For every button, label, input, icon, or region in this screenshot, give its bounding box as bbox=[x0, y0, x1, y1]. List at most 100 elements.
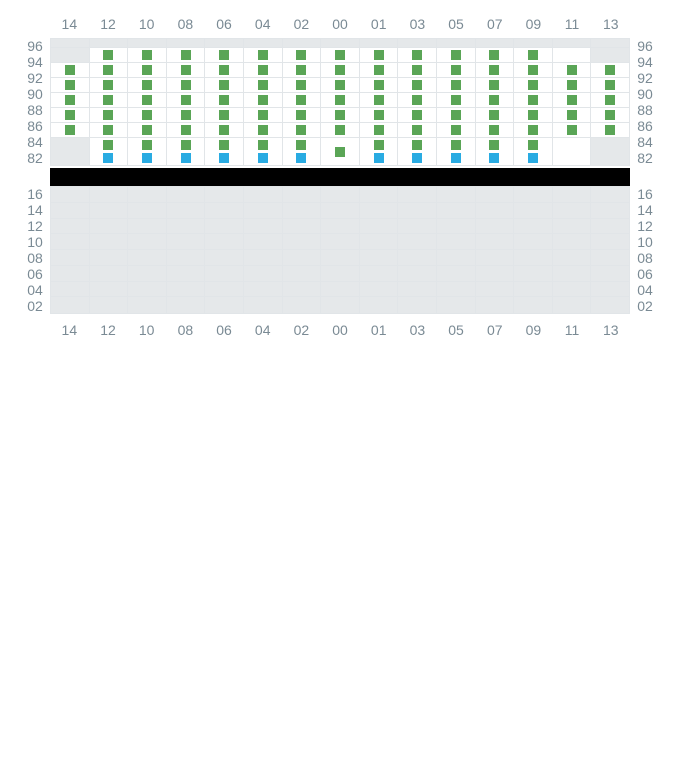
slot-active[interactable] bbox=[205, 108, 244, 123]
slot-active[interactable] bbox=[398, 78, 437, 93]
slot-active[interactable] bbox=[514, 93, 553, 108]
slot-active[interactable] bbox=[167, 108, 206, 123]
slot-active[interactable] bbox=[283, 138, 322, 165]
slot-active[interactable] bbox=[283, 108, 322, 123]
slot-active[interactable] bbox=[51, 63, 90, 78]
slot-active[interactable] bbox=[360, 48, 399, 63]
slot-active[interactable] bbox=[553, 123, 592, 138]
slot-active[interactable] bbox=[51, 123, 90, 138]
slot-active[interactable] bbox=[205, 123, 244, 138]
slot-active[interactable] bbox=[360, 138, 399, 165]
slot-active[interactable] bbox=[476, 123, 515, 138]
slot-active[interactable] bbox=[553, 138, 592, 165]
slot-active[interactable] bbox=[360, 93, 399, 108]
slot-active[interactable] bbox=[321, 63, 360, 78]
slot-active[interactable] bbox=[205, 63, 244, 78]
slot-active[interactable] bbox=[514, 123, 553, 138]
slot-active[interactable] bbox=[398, 138, 437, 165]
slot-active[interactable] bbox=[90, 48, 129, 63]
slot-active[interactable] bbox=[90, 78, 129, 93]
slot-active[interactable] bbox=[90, 138, 129, 165]
slot-active[interactable] bbox=[244, 78, 283, 93]
slot-active[interactable] bbox=[398, 63, 437, 78]
slot-active[interactable] bbox=[321, 78, 360, 93]
slot-active[interactable] bbox=[128, 123, 167, 138]
slot-active[interactable] bbox=[205, 93, 244, 108]
slot-active[interactable] bbox=[205, 78, 244, 93]
slot-active[interactable] bbox=[476, 78, 515, 93]
slot-active[interactable] bbox=[514, 138, 553, 165]
slot-active[interactable] bbox=[244, 93, 283, 108]
slot-active[interactable] bbox=[553, 93, 592, 108]
slot-active[interactable] bbox=[360, 63, 399, 78]
slot-active[interactable] bbox=[321, 108, 360, 123]
slot-active[interactable] bbox=[514, 48, 553, 63]
slot-active[interactable] bbox=[398, 48, 437, 63]
slot-active[interactable] bbox=[51, 108, 90, 123]
slot-active[interactable] bbox=[244, 48, 283, 63]
slot-active[interactable] bbox=[90, 63, 129, 78]
slot-active[interactable] bbox=[128, 78, 167, 93]
slot-active[interactable] bbox=[437, 78, 476, 93]
slot-active[interactable] bbox=[167, 78, 206, 93]
slot-active[interactable] bbox=[128, 108, 167, 123]
slot-active[interactable] bbox=[167, 138, 206, 165]
slot-active[interactable] bbox=[591, 63, 629, 78]
slot-active[interactable] bbox=[321, 93, 360, 108]
slot-active[interactable] bbox=[476, 93, 515, 108]
slot-active[interactable] bbox=[90, 93, 129, 108]
slot-active[interactable] bbox=[591, 78, 629, 93]
slot-active[interactable] bbox=[514, 78, 553, 93]
slot-active[interactable] bbox=[476, 48, 515, 63]
slot-active[interactable] bbox=[128, 93, 167, 108]
slot-active[interactable] bbox=[591, 108, 629, 123]
slot-active[interactable] bbox=[283, 48, 322, 63]
slot-active[interactable] bbox=[398, 93, 437, 108]
slot-active[interactable] bbox=[128, 48, 167, 63]
slot-active[interactable] bbox=[321, 48, 360, 63]
slot-active[interactable] bbox=[321, 123, 360, 138]
slot-active[interactable] bbox=[51, 93, 90, 108]
slot-active[interactable] bbox=[476, 138, 515, 165]
slot-active[interactable] bbox=[437, 48, 476, 63]
slot-active[interactable] bbox=[167, 63, 206, 78]
slot-active[interactable] bbox=[360, 123, 399, 138]
slot-active[interactable] bbox=[244, 138, 283, 165]
slot-active[interactable] bbox=[437, 93, 476, 108]
slot-active[interactable] bbox=[167, 123, 206, 138]
slot-active[interactable] bbox=[514, 63, 553, 78]
slot-active[interactable] bbox=[321, 138, 360, 165]
slot-active[interactable] bbox=[205, 48, 244, 63]
slot-active[interactable] bbox=[476, 63, 515, 78]
slot-active[interactable] bbox=[167, 93, 206, 108]
slot-active[interactable] bbox=[283, 78, 322, 93]
slot-active[interactable] bbox=[553, 78, 592, 93]
slot-active[interactable] bbox=[244, 63, 283, 78]
slot-active[interactable] bbox=[283, 63, 322, 78]
slot-active[interactable] bbox=[398, 123, 437, 138]
slot-active[interactable] bbox=[90, 108, 129, 123]
slot-active[interactable] bbox=[244, 108, 283, 123]
slot-active[interactable] bbox=[360, 78, 399, 93]
slot-active[interactable] bbox=[167, 48, 206, 63]
slot-active[interactable] bbox=[437, 138, 476, 165]
slot-active[interactable] bbox=[591, 123, 629, 138]
slot-active[interactable] bbox=[553, 63, 592, 78]
slot-active[interactable] bbox=[360, 108, 399, 123]
slot-active[interactable] bbox=[476, 108, 515, 123]
slot-active[interactable] bbox=[553, 48, 592, 63]
slot-active[interactable] bbox=[283, 93, 322, 108]
slot-active[interactable] bbox=[128, 63, 167, 78]
slot-active[interactable] bbox=[205, 138, 244, 165]
slot-active[interactable] bbox=[514, 108, 553, 123]
slot-active[interactable] bbox=[437, 123, 476, 138]
slot-active[interactable] bbox=[51, 78, 90, 93]
slot-active[interactable] bbox=[437, 108, 476, 123]
slot-active[interactable] bbox=[591, 93, 629, 108]
slot-active[interactable] bbox=[244, 123, 283, 138]
slot-active[interactable] bbox=[437, 63, 476, 78]
slot-active[interactable] bbox=[398, 108, 437, 123]
slot-active[interactable] bbox=[128, 138, 167, 165]
slot-active[interactable] bbox=[283, 123, 322, 138]
slot-active[interactable] bbox=[553, 108, 592, 123]
